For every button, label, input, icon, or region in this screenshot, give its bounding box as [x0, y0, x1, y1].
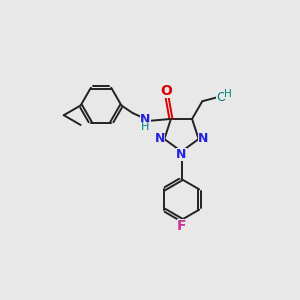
Text: O: O [160, 85, 172, 98]
Text: N: N [198, 132, 208, 145]
Text: N: N [154, 132, 165, 145]
Text: O: O [216, 91, 226, 104]
Text: F: F [177, 219, 186, 233]
Text: N: N [176, 148, 187, 161]
Text: H: H [141, 122, 150, 132]
Text: H: H [224, 88, 232, 99]
Text: N: N [140, 113, 151, 126]
